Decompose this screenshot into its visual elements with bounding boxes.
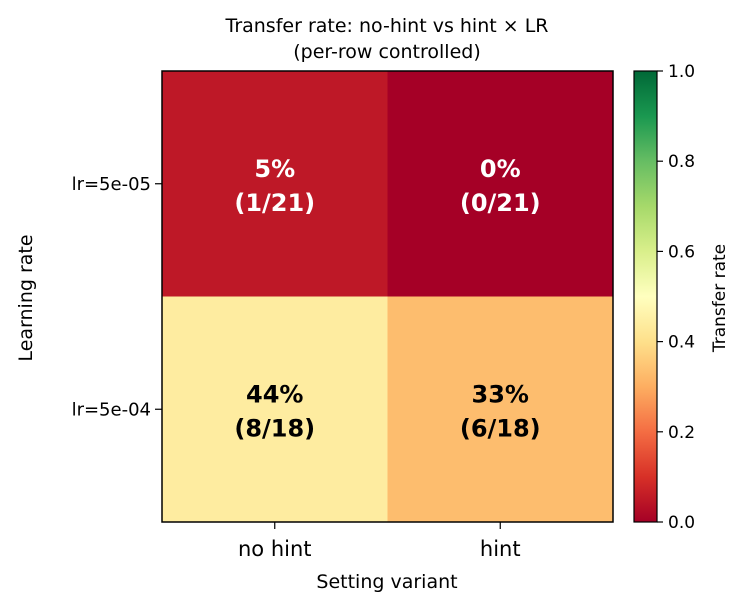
cell-percent-label: 44% — [246, 380, 303, 408]
cell-percent-label: 0% — [480, 155, 521, 183]
x-tick-label: no hint — [238, 537, 312, 561]
y-axis-label: Learning rate — [15, 234, 37, 361]
colorbar-tick-label: 1.0 — [668, 62, 695, 82]
heatmap-cells — [162, 71, 614, 523]
heatmap-cell-labels: 5% (1/21) 0% (0/21) 44% (8/18) 33% (6/18) — [234, 155, 540, 443]
colorbar-ticks: 0.0 0.2 0.4 0.6 0.8 1.0 — [657, 62, 695, 533]
cell-percent-label: 33% — [472, 380, 529, 408]
plot-frame — [161, 70, 614, 523]
cell-count-label: (1/21) — [234, 189, 315, 217]
colorbar-tick-label: 0.0 — [668, 513, 695, 533]
chart-title-line2: (per-row controlled) — [293, 41, 481, 63]
colorbar — [633, 70, 658, 523]
y-tick-label: lr=5e-04 — [72, 399, 151, 420]
colorbar-tick-label: 0.4 — [668, 333, 695, 353]
colorbar-label: Transfer rate — [710, 244, 730, 353]
colorbar-tick-label: 0.8 — [668, 152, 695, 172]
colorbar-tick-label: 0.6 — [668, 242, 695, 262]
x-axis-ticks: no hint hint — [238, 522, 521, 561]
heatmap-cell — [162, 296, 388, 523]
x-axis-label: Setting variant — [316, 571, 457, 593]
cell-count-label: (6/18) — [460, 414, 541, 442]
cell-percent-label: 5% — [254, 155, 295, 183]
y-axis-ticks: lr=5e-05 lr=5e-04 — [72, 174, 162, 420]
cell-count-label: (0/21) — [460, 189, 541, 217]
y-tick-label: lr=5e-05 — [72, 174, 151, 195]
heatmap-cell — [387, 296, 614, 523]
colorbar-tick-label: 0.2 — [668, 423, 695, 443]
heatmap-cell — [162, 71, 388, 297]
cell-count-label: (8/18) — [234, 414, 315, 442]
heatmap-cell — [387, 71, 614, 297]
x-tick-label: hint — [480, 537, 521, 561]
chart-title-line1: Transfer rate: no-hint vs hint × LR — [225, 15, 549, 37]
